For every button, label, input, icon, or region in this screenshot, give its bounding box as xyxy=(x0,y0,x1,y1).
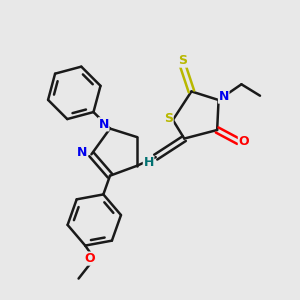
Text: S: S xyxy=(178,54,188,67)
Text: N: N xyxy=(218,90,229,103)
Text: N: N xyxy=(77,146,88,159)
Text: H: H xyxy=(143,156,154,170)
Text: N: N xyxy=(98,118,109,131)
Text: O: O xyxy=(85,252,95,265)
Text: O: O xyxy=(238,135,249,148)
Text: S: S xyxy=(164,112,173,125)
